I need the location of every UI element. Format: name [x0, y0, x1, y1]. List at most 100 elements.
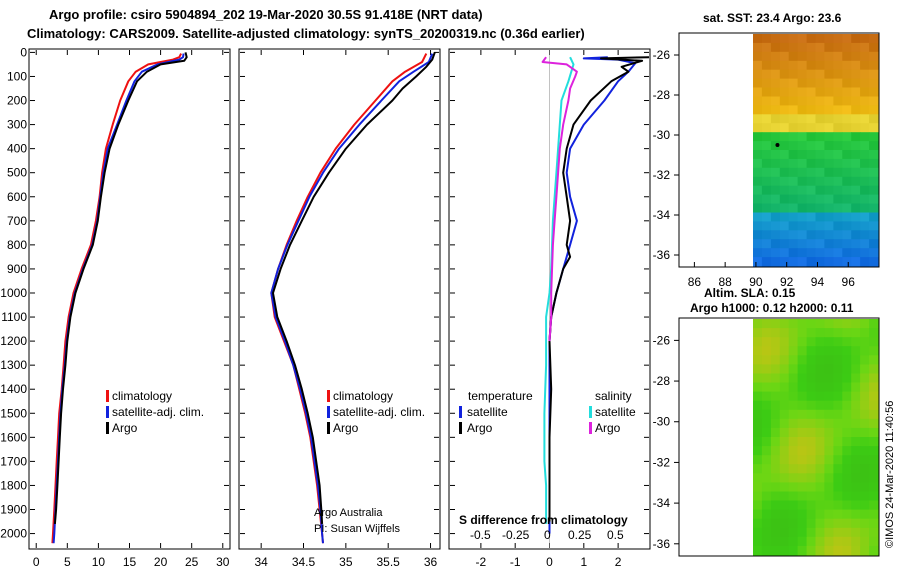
map-cell: [842, 455, 852, 465]
map-cell: [761, 87, 772, 97]
map-cell: [851, 382, 861, 393]
map-cell: [842, 221, 852, 231]
map-cell: [842, 123, 852, 133]
map-cell: [851, 87, 861, 97]
map-cell: [797, 239, 807, 249]
map-y-tick-label: -32: [653, 168, 671, 182]
map-cell: [815, 464, 825, 474]
legend-sal-argo: Argo: [333, 421, 359, 435]
map-cell: [779, 42, 790, 53]
map-cell: [806, 230, 816, 240]
map-cell: [806, 132, 816, 142]
map-cell: [788, 150, 799, 160]
map-cell: [824, 382, 834, 393]
map-cell: [851, 114, 861, 124]
x-tick-label: 20: [154, 555, 168, 569]
map-cell: [788, 500, 799, 511]
map-cell: [788, 239, 799, 249]
map-cell: [869, 373, 879, 384]
map-cell: [806, 96, 816, 106]
map-cell: [833, 382, 843, 393]
map-cell: [770, 96, 781, 106]
map-cell: [779, 500, 790, 511]
map-cell: [806, 239, 816, 249]
map-cell: [779, 337, 790, 347]
map-cell: [815, 69, 825, 80]
map-x-tick-label: 92: [780, 275, 794, 289]
x-tick-label: 0: [546, 555, 553, 569]
map-cell: [806, 257, 816, 267]
map-cell: [797, 150, 807, 160]
map-cell: [806, 355, 816, 365]
map-cell: [779, 545, 790, 556]
map-cell: [788, 69, 799, 80]
map-cell: [753, 545, 763, 556]
credit-argo-australia: Argo Australia: [314, 507, 383, 519]
map-cell: [869, 42, 879, 53]
map-cell: [851, 158, 861, 169]
map-y-tick-label: -26: [653, 48, 671, 62]
legend-argo-swatch: [106, 422, 109, 434]
map-cell: [815, 391, 825, 402]
map-cell: [833, 212, 843, 222]
map-cell: [788, 105, 799, 115]
map-cell: [770, 69, 781, 80]
map-cell: [824, 158, 834, 169]
map-y-tick-label: -32: [653, 455, 671, 469]
map-cell: [851, 509, 861, 520]
map-cell: [806, 114, 816, 124]
map-cell: [761, 328, 772, 338]
map-cell: [815, 105, 825, 115]
map-cell: [788, 96, 799, 106]
map-y-tick-label: -28: [653, 374, 671, 388]
map-cell: [824, 455, 834, 465]
map-cell: [797, 114, 807, 124]
map-cell: [788, 473, 799, 483]
map-cell: [761, 482, 772, 492]
map-cell: [779, 455, 790, 465]
map-cell: [788, 364, 799, 374]
map-cell: [815, 34, 825, 44]
map-cell: [842, 96, 852, 106]
map-cell: [869, 230, 879, 240]
map-cell: [860, 418, 870, 429]
map-cell: [779, 78, 790, 88]
map-cell: [833, 167, 843, 178]
legend-s-argo: Argo: [595, 421, 621, 435]
map-cell: [824, 473, 834, 483]
map-cell: [770, 141, 781, 151]
map-cell: [833, 248, 843, 258]
map-cell: [788, 337, 799, 347]
map-cell: [779, 509, 790, 520]
sla-map-title: Altim. SLA: 0.15: [704, 286, 796, 300]
sal-tick-label: 0.5: [607, 528, 624, 542]
map-cell: [815, 382, 825, 393]
map-cell: [770, 355, 781, 365]
map-cell: [833, 400, 843, 411]
map-cell: [788, 176, 799, 187]
x-tick-label: 35.5: [377, 555, 401, 569]
map-cell: [753, 337, 763, 347]
map-cell: [860, 158, 870, 169]
map-cell: [833, 221, 843, 231]
map-cell: [788, 203, 799, 213]
map-cell: [797, 257, 807, 267]
map-cell: [815, 346, 825, 356]
map-cell: [842, 69, 852, 80]
x-tick-label: 15: [123, 555, 137, 569]
sal-tick-label: -0.25: [502, 528, 530, 542]
map-cell: [770, 34, 781, 44]
map-cell: [851, 418, 861, 429]
map-cell: [753, 141, 763, 151]
map-cell: [869, 114, 879, 124]
map-cell: [788, 400, 799, 411]
map-cell: [824, 328, 834, 338]
map-cell: [851, 185, 861, 196]
map-cell: [797, 221, 807, 231]
map-cell: [788, 114, 799, 124]
map-cell: [842, 473, 852, 483]
map-cell: [770, 427, 781, 438]
map-cell: [869, 105, 879, 115]
map-cell: [824, 69, 834, 80]
map-cell: [815, 337, 825, 347]
